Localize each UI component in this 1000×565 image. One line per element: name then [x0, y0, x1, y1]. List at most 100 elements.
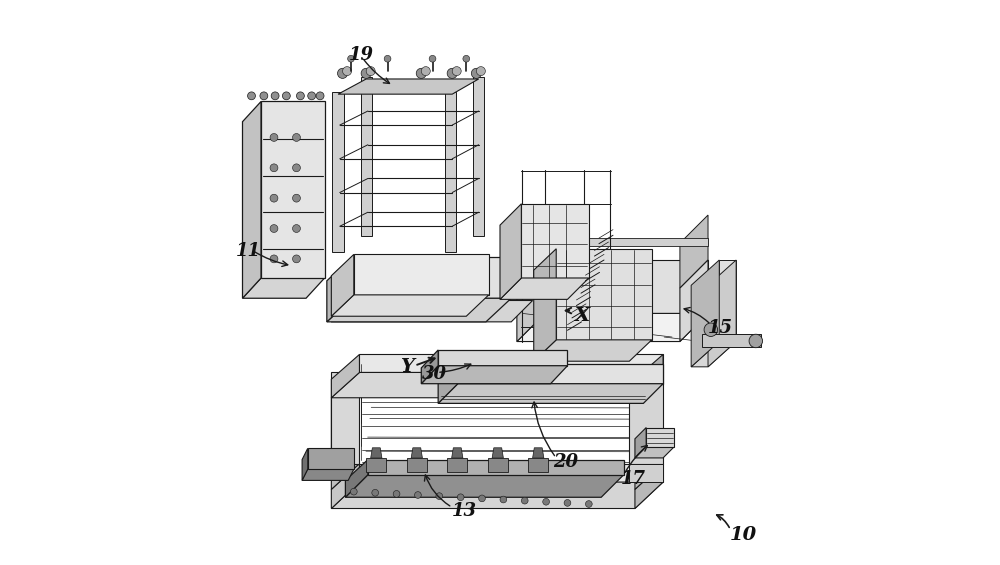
Circle shape [348, 55, 354, 62]
Polygon shape [500, 278, 589, 299]
Polygon shape [302, 449, 308, 480]
Polygon shape [458, 364, 663, 384]
Polygon shape [243, 102, 261, 298]
Text: 13: 13 [452, 502, 477, 520]
Polygon shape [500, 204, 521, 299]
Circle shape [416, 68, 426, 79]
Polygon shape [261, 102, 325, 278]
Circle shape [260, 92, 268, 100]
Circle shape [749, 334, 763, 347]
Polygon shape [421, 350, 438, 384]
Circle shape [361, 68, 371, 79]
Circle shape [270, 255, 278, 263]
Circle shape [585, 501, 592, 507]
Circle shape [248, 92, 255, 100]
Circle shape [457, 494, 464, 501]
Polygon shape [331, 301, 533, 322]
Polygon shape [517, 314, 708, 341]
Polygon shape [327, 298, 511, 322]
Polygon shape [691, 260, 719, 367]
Polygon shape [331, 482, 663, 508]
Circle shape [393, 490, 400, 497]
Circle shape [421, 67, 430, 76]
Text: 20: 20 [553, 453, 578, 471]
Circle shape [384, 55, 391, 62]
Circle shape [343, 67, 352, 76]
Circle shape [270, 133, 278, 141]
Text: 17: 17 [621, 470, 646, 488]
Polygon shape [452, 448, 463, 458]
Circle shape [316, 92, 324, 100]
Text: 19: 19 [349, 46, 374, 64]
Polygon shape [635, 372, 663, 489]
Polygon shape [361, 77, 372, 236]
Polygon shape [719, 260, 736, 341]
Text: 30: 30 [422, 365, 447, 383]
Polygon shape [517, 260, 545, 341]
Polygon shape [407, 458, 427, 472]
Polygon shape [545, 260, 708, 314]
Circle shape [479, 495, 485, 502]
Polygon shape [338, 79, 479, 94]
Polygon shape [331, 372, 663, 398]
Polygon shape [331, 463, 359, 508]
Polygon shape [368, 459, 624, 475]
Circle shape [471, 68, 481, 79]
Circle shape [293, 225, 300, 232]
Polygon shape [445, 93, 456, 251]
Polygon shape [556, 249, 652, 340]
Circle shape [296, 92, 304, 100]
Polygon shape [243, 278, 325, 298]
Polygon shape [629, 463, 663, 482]
Polygon shape [522, 237, 708, 246]
Polygon shape [308, 449, 354, 469]
Polygon shape [331, 257, 353, 322]
Polygon shape [438, 364, 458, 403]
Polygon shape [533, 448, 544, 458]
Circle shape [350, 488, 357, 495]
Polygon shape [352, 257, 511, 298]
Polygon shape [691, 341, 736, 367]
Polygon shape [635, 428, 646, 458]
Circle shape [270, 164, 278, 172]
Text: Y: Y [400, 358, 414, 376]
Polygon shape [366, 458, 386, 472]
Circle shape [372, 489, 379, 496]
Polygon shape [447, 458, 467, 472]
Circle shape [415, 492, 421, 498]
Text: 10: 10 [729, 526, 757, 544]
Polygon shape [488, 458, 508, 472]
Circle shape [338, 68, 348, 79]
Circle shape [447, 68, 457, 79]
Circle shape [308, 92, 316, 100]
Text: 15: 15 [708, 319, 733, 337]
Circle shape [293, 133, 300, 141]
Circle shape [270, 225, 278, 232]
Polygon shape [708, 260, 736, 367]
Polygon shape [492, 448, 503, 458]
Circle shape [282, 92, 290, 100]
Polygon shape [331, 295, 489, 316]
Polygon shape [359, 354, 663, 372]
Text: X: X [574, 307, 589, 325]
Polygon shape [327, 257, 352, 322]
Polygon shape [635, 463, 663, 508]
Polygon shape [521, 204, 589, 278]
Polygon shape [331, 372, 359, 463]
Polygon shape [629, 372, 663, 463]
Polygon shape [421, 366, 567, 384]
Circle shape [500, 496, 507, 503]
Circle shape [270, 194, 278, 202]
Circle shape [463, 55, 470, 62]
Polygon shape [354, 254, 489, 295]
Polygon shape [438, 384, 663, 403]
Circle shape [452, 67, 461, 76]
Circle shape [704, 323, 718, 337]
Polygon shape [371, 448, 382, 458]
Circle shape [521, 497, 528, 504]
Circle shape [543, 498, 549, 505]
Polygon shape [331, 254, 354, 316]
Polygon shape [359, 463, 663, 482]
Circle shape [564, 499, 571, 506]
Polygon shape [473, 77, 484, 236]
